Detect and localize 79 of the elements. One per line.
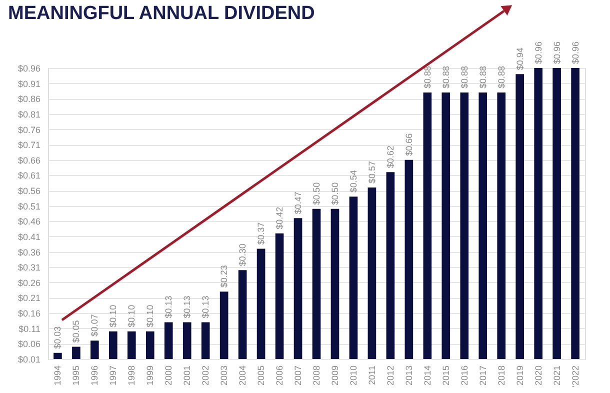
x-tick-label: 2013 <box>404 366 414 386</box>
chart-title: MEANINGFUL ANNUAL DIVIDEND <box>8 3 315 24</box>
data-label: $0.88 <box>459 66 470 89</box>
data-label: $0.10 <box>108 304 118 328</box>
y-tick-label: $0.71 <box>18 140 40 150</box>
x-tick-label: 2011 <box>366 366 377 385</box>
x-tick-label: 1996 <box>90 366 100 386</box>
data-label: $0.13 <box>182 296 192 318</box>
data-label: $0.05 <box>71 320 82 343</box>
y-tick-label: $0.01 <box>18 354 40 364</box>
x-tick-label: 2021 <box>552 366 562 386</box>
x-tick-label: 1997 <box>108 366 118 386</box>
data-label: $0.88 <box>496 66 506 89</box>
x-tick-label: 2007 <box>293 366 304 386</box>
data-label: $0.30 <box>238 244 248 266</box>
x-tick-label: 2003 <box>219 366 230 386</box>
y-tick-label: $0.46 <box>18 216 40 227</box>
y-tick-label: $0.36 <box>18 247 40 258</box>
data-label: $0.57 <box>366 160 377 184</box>
x-tick-label: 2002 <box>200 366 211 386</box>
data-label: $0.88 <box>422 66 432 89</box>
data-label: $0.23 <box>219 265 230 288</box>
y-tick-label: $0.21 <box>18 293 40 304</box>
x-tick-label: 1995 <box>71 366 82 386</box>
y-tick-label: $0.61 <box>18 170 40 181</box>
x-tick-label: 2004 <box>238 366 248 386</box>
data-label: $0.50 <box>330 182 340 205</box>
y-tick-label: $0.26 <box>18 278 40 288</box>
x-tick-label: 2020 <box>533 366 544 386</box>
y-tick-label: $0.16 <box>18 308 40 319</box>
data-label: $0.94 <box>514 48 525 70</box>
x-tick-label: 2019 <box>514 366 525 386</box>
x-tick-label: 2010 <box>348 366 358 386</box>
x-tick-label: 1998 <box>126 366 137 386</box>
x-tick-label: 2005 <box>256 366 266 386</box>
data-label: $0.96 <box>570 41 580 64</box>
data-label: $0.03 <box>52 326 63 349</box>
data-label: $0.47 <box>293 192 304 214</box>
y-tick-label: $0.96 <box>18 64 40 74</box>
x-tick-label: 2017 <box>478 366 488 386</box>
data-label: $0.62 <box>385 146 396 168</box>
y-tick-label: $0.11 <box>18 324 40 334</box>
x-tick-label: 1999 <box>145 366 156 386</box>
data-label: $0.37 <box>256 222 266 245</box>
data-label: $0.88 <box>478 66 488 89</box>
y-tick-label: $0.41 <box>18 232 40 242</box>
data-label: $0.13 <box>164 296 174 318</box>
data-label: $0.42 <box>274 206 285 230</box>
data-label: $0.96 <box>533 41 544 64</box>
data-label: $0.88 <box>440 66 451 89</box>
data-label: $0.96 <box>552 41 562 64</box>
x-tick-label: 2000 <box>164 366 174 386</box>
x-tick-label: 2012 <box>385 366 396 386</box>
x-tick-label: 2001 <box>182 366 192 386</box>
x-tick-label: 2014 <box>422 366 432 386</box>
data-label: $0.50 <box>312 182 322 205</box>
data-label: $0.66 <box>404 133 414 156</box>
x-tick-label: 2016 <box>459 366 470 386</box>
x-tick-label: 2018 <box>496 366 506 386</box>
x-tick-label: 1994 <box>52 366 63 386</box>
data-label: $0.13 <box>200 296 211 318</box>
x-tick-label: 2009 <box>330 366 340 386</box>
y-tick-label: $0.31 <box>18 262 40 273</box>
y-tick-label: $0.51 <box>18 201 40 212</box>
y-tick-label: $0.81 <box>18 109 40 120</box>
y-tick-label: $0.76 <box>18 124 40 135</box>
y-tick-label: $0.66 <box>18 155 40 166</box>
y-tick-label: $0.56 <box>18 186 40 196</box>
data-label: $0.54 <box>348 170 358 193</box>
x-tick-label: '2022 <box>570 366 580 388</box>
y-tick-label: $0.91 <box>18 78 40 89</box>
data-label: $0.10 <box>145 304 156 328</box>
y-tick-label: $0.06 <box>18 339 40 350</box>
data-label: $0.10 <box>126 304 137 328</box>
y-tick-label: $0.86 <box>18 94 40 104</box>
data-label: $0.07 <box>90 314 100 337</box>
x-tick-label: 2015 <box>440 366 451 386</box>
x-tick-label: 2008 <box>312 366 322 386</box>
x-tick-label: 2006 <box>274 366 285 386</box>
